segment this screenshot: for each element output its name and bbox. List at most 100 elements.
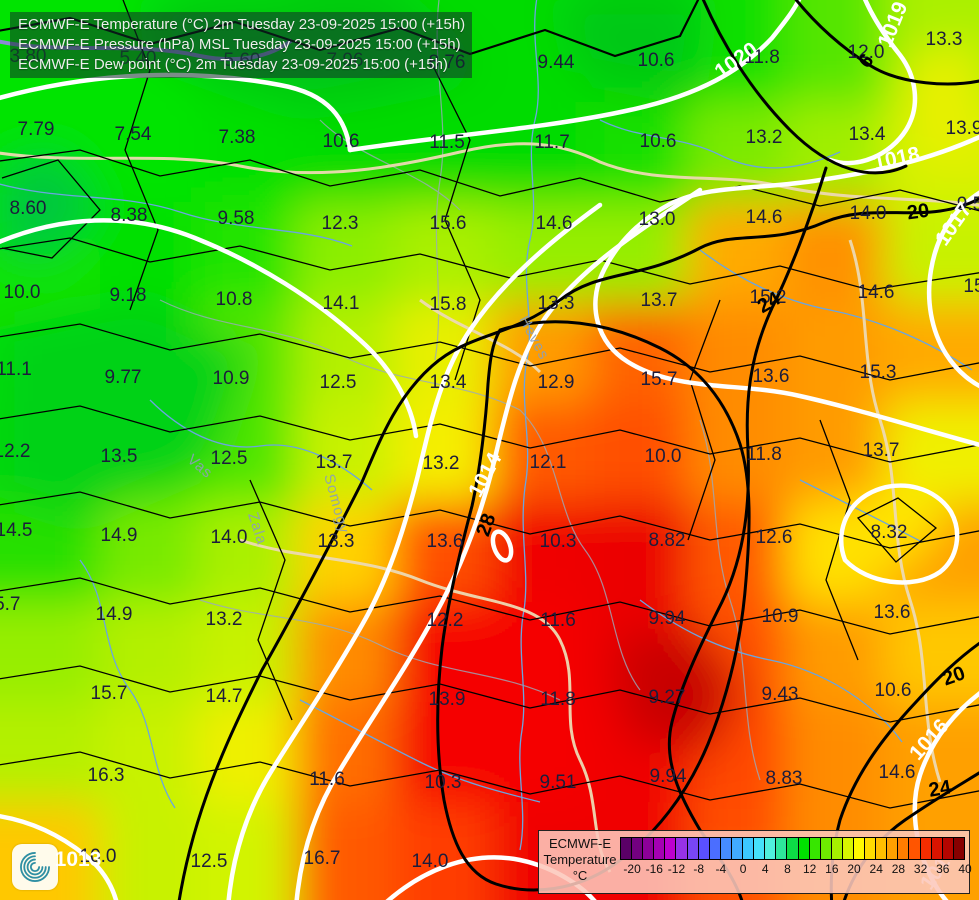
isoline-path — [0, 751, 979, 809]
dewpoint-value-label: 14.7 — [206, 686, 243, 707]
field-cell — [490, 0, 590, 2]
dewpoint-value-label: 15.3 — [860, 362, 897, 383]
isobar-path — [0, 218, 419, 439]
dewpoint-value-label: 13.7 — [316, 452, 353, 473]
legend-tick-label: -16 — [645, 862, 663, 876]
county-border-path — [519, 409, 641, 691]
dewpoint-value-label: 15 — [963, 276, 979, 297]
legend-tick-label: 20 — [847, 862, 861, 876]
dewpoint-value-label: 13.6 — [427, 531, 464, 552]
legend-colorbar-wrap: -20 -16 -12 -8 -4 0 4 8 12 16 20 24 28 32 36 40 — [620, 831, 972, 893]
dewpoint-value-label: 13.2 — [423, 453, 460, 474]
dewpoint-value-label: 10.3 — [425, 772, 462, 793]
legend-tick-label: 0 — [739, 862, 747, 876]
dewpoint-value-label: 12.6 — [756, 527, 793, 548]
dewpoint-value-label: 10.0 — [80, 846, 117, 867]
field-cell — [784, 300, 884, 402]
river-path — [639, 599, 903, 743]
isobar-path — [839, 483, 960, 585]
dewpoint-value-label: 9.44 — [538, 52, 575, 73]
forecast-header: ECMWF-E Temperature (°C) 2m Tuesday 23-0… — [10, 12, 472, 78]
dewpoint-value-label: 12.5 — [320, 372, 357, 393]
dewpoint-value-label: 11.6 — [309, 769, 345, 790]
legend-tick-label: 16 — [825, 862, 839, 876]
dewpoint-value-label: 11.8 — [540, 689, 576, 710]
dewpoint-value-label: 12.3 — [322, 213, 359, 234]
field-cell — [0, 100, 2, 202]
dewpoint-value-label: 10.9 — [762, 606, 799, 627]
isoline-path — [819, 419, 859, 661]
field-cell — [490, 300, 590, 402]
isobar-value-label: 1013 — [55, 848, 102, 871]
field-cell — [0, 800, 2, 900]
field-patch — [560, 0, 705, 92]
dewpoint-value-label: 13.7 — [641, 290, 678, 311]
dewpoint-value-label: 11.1 — [0, 359, 32, 380]
dewpoint-value-label: 14.5 — [0, 520, 32, 541]
isobar-path — [294, 187, 703, 900]
field-cell — [0, 200, 2, 302]
legend-tick-label: -8 — [693, 862, 705, 876]
dewpoint-value-label: 10.0 — [645, 446, 682, 467]
isotherm-path — [701, 0, 908, 175]
isobar-path — [926, 190, 979, 389]
field-cell — [98, 500, 198, 602]
isobar-path — [0, 813, 119, 900]
field-cell — [588, 400, 688, 502]
field-cell — [686, 0, 786, 2]
isobar-path — [226, 202, 603, 900]
field-cell — [686, 200, 786, 302]
river-path — [149, 399, 373, 491]
dewpoint-value-label: 13.2 — [746, 127, 783, 148]
dewpoint-value-label: 15.7 — [0, 594, 20, 615]
field-cell — [0, 0, 100, 2]
dewpoint-value-label: 12.5 — [211, 448, 248, 469]
header-line-pressure: ECMWF-E Pressure (hPa) MSL Tuesday 23-09… — [18, 36, 461, 53]
field-cell — [196, 700, 296, 802]
river-path — [523, 0, 539, 481]
header-line-dewpoint: ECMWF-E Dew point (°C) 2m Tuesday 23-09-… — [18, 56, 448, 73]
dewpoint-value-label: 16.3 — [88, 765, 125, 786]
field-cell — [784, 700, 884, 802]
isobar-path — [827, 0, 918, 166]
field-cell — [0, 600, 2, 702]
dewpoint-value-label: 11.8 — [746, 444, 782, 465]
dewpoint-value-label: 14.0 — [412, 851, 449, 872]
dewpoint-value-label: 9.27 — [649, 687, 686, 708]
dewpoint-value-label: 7.54 — [115, 124, 152, 145]
dewpoint-value-label: 13.6 — [753, 366, 790, 387]
field-cell — [588, 200, 688, 302]
field-cell — [588, 500, 688, 602]
dewpoint-value-label: 14.1 — [323, 293, 360, 314]
dewpoint-value-label: 11.8 — [744, 47, 780, 68]
dewpoint-value-label: 7.79 — [18, 119, 55, 140]
field-cell — [784, 600, 884, 702]
field-cell — [294, 600, 394, 702]
dewpoint-value-label: 14.0 — [211, 527, 248, 548]
dewpoint-value-label: 8.32 — [871, 522, 908, 543]
dewpoint-value-label: 15.2 — [750, 287, 787, 308]
dewpoint-value-label: 15.7 — [91, 683, 128, 704]
isotherm-value-label: 20 — [906, 200, 931, 225]
legend-tick-label: -20 — [623, 862, 641, 876]
field-cell — [98, 0, 198, 2]
dewpoint-value-label: 11.7 — [534, 132, 570, 153]
dewpoint-value-label: 12.5 — [191, 851, 228, 872]
dewpoint-value-label: 10.9 — [213, 368, 250, 389]
dewpoint-value-label: 10.6 — [323, 131, 360, 152]
field-patch — [0, 300, 252, 520]
dewpoint-value-label: 9.77 — [105, 367, 142, 388]
legend-title-unit: °C — [572, 868, 588, 883]
legend-title-variable: Temperature — [543, 852, 617, 867]
field-cell — [784, 400, 884, 502]
legend-tick-label: 8 — [784, 862, 791, 876]
dewpoint-value-label: 10.6 — [875, 680, 912, 701]
dewpoint-isolines — [0, 0, 979, 809]
field-cell — [0, 700, 100, 802]
county-border-path — [199, 599, 561, 701]
field-cell — [392, 0, 492, 2]
dewpoint-value-label: 13.3 — [926, 29, 963, 50]
field-cell — [0, 500, 2, 602]
field-cell — [0, 0, 2, 2]
